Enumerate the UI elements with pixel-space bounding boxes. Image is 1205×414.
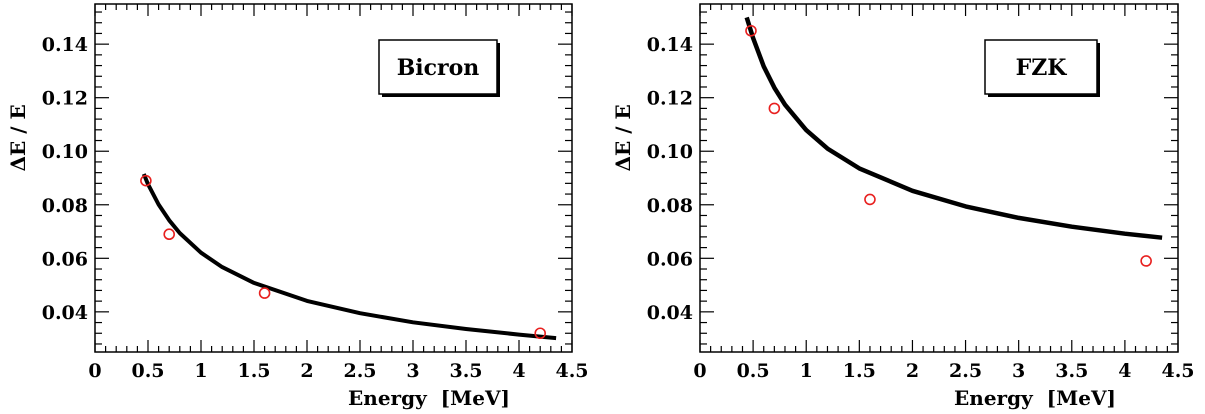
- data-point: [164, 229, 174, 239]
- plot-frame: [95, 4, 572, 352]
- plot-frame: [700, 4, 1178, 352]
- data-point: [865, 194, 875, 204]
- y-tick-label: 0.10: [42, 141, 88, 163]
- data-point: [260, 288, 270, 298]
- x-tick-label: 4.5: [555, 360, 588, 382]
- x-tick-label: 4.5: [1161, 360, 1194, 382]
- x-tick-label: 2: [300, 360, 313, 382]
- data-point: [1141, 256, 1151, 266]
- y-tick-label: 0.08: [42, 195, 88, 217]
- y-axis-title: ΔE / E: [6, 104, 30, 171]
- x-tick-label: 0: [88, 360, 101, 382]
- y-tick-label: 0.14: [42, 34, 88, 56]
- x-tick-label: 0: [693, 360, 706, 382]
- x-tick-label: 3: [406, 360, 419, 382]
- x-tick-label: 4: [1118, 360, 1131, 382]
- y-tick-label: 0.14: [647, 34, 693, 56]
- x-tick-label: 0.5: [737, 360, 770, 382]
- data-point: [769, 103, 779, 113]
- x-tick-label: 3.5: [449, 360, 482, 382]
- panel-bicron: 0 0.5 1 1.5 2 2.5 3 3.5 4 4.5 0.04 0.06 0.08 0.10 0.12…: [6, 4, 589, 410]
- y-tick-label: 0.04: [42, 302, 88, 324]
- x-tick-label: 1.5: [237, 360, 270, 382]
- x-axis-title: Energy [MeV]: [954, 386, 1116, 410]
- x-tick-label: 3.5: [1055, 360, 1088, 382]
- y-tick-label: 0.04: [647, 302, 693, 324]
- panel-fzk: 0 0.5 1 1.5 2 2.5 3 3.5 4 4.5 0.04 0.06 0.08 0.10 0.12…: [611, 4, 1195, 410]
- y-tick-label: 0.12: [42, 88, 88, 110]
- y-tick-label: 0.12: [647, 88, 693, 110]
- y-tick-label: 0.06: [647, 248, 693, 270]
- x-tick-label: 2.5: [343, 360, 376, 382]
- fit-curve: [144, 174, 556, 338]
- x-axis-title: Energy [MeV]: [348, 386, 510, 410]
- panel-label: Bicron: [397, 55, 480, 81]
- x-tick-label: 0.5: [131, 360, 164, 382]
- x-tick-label: 2: [906, 360, 919, 382]
- y-tick-label: 0.06: [42, 248, 88, 270]
- x-tick-label: 2.5: [949, 360, 982, 382]
- x-tick-label: 1: [194, 360, 207, 382]
- x-tick-label: 3: [1012, 360, 1025, 382]
- panel-label: FZK: [1016, 55, 1068, 81]
- x-tick-label: 4: [512, 360, 525, 382]
- y-tick-label: 0.08: [647, 195, 693, 217]
- x-tick-label: 1.5: [843, 360, 876, 382]
- y-tick-label: 0.10: [647, 141, 693, 163]
- y-axis-title: ΔE / E: [611, 104, 635, 171]
- x-tick-label: 1: [800, 360, 813, 382]
